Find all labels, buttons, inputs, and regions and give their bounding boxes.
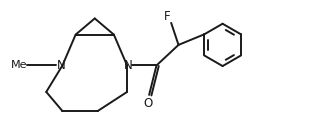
Text: Me: Me: [11, 60, 27, 71]
Text: F: F: [164, 10, 171, 23]
Text: N: N: [124, 59, 133, 72]
Text: N: N: [56, 59, 65, 72]
Text: O: O: [143, 97, 152, 110]
